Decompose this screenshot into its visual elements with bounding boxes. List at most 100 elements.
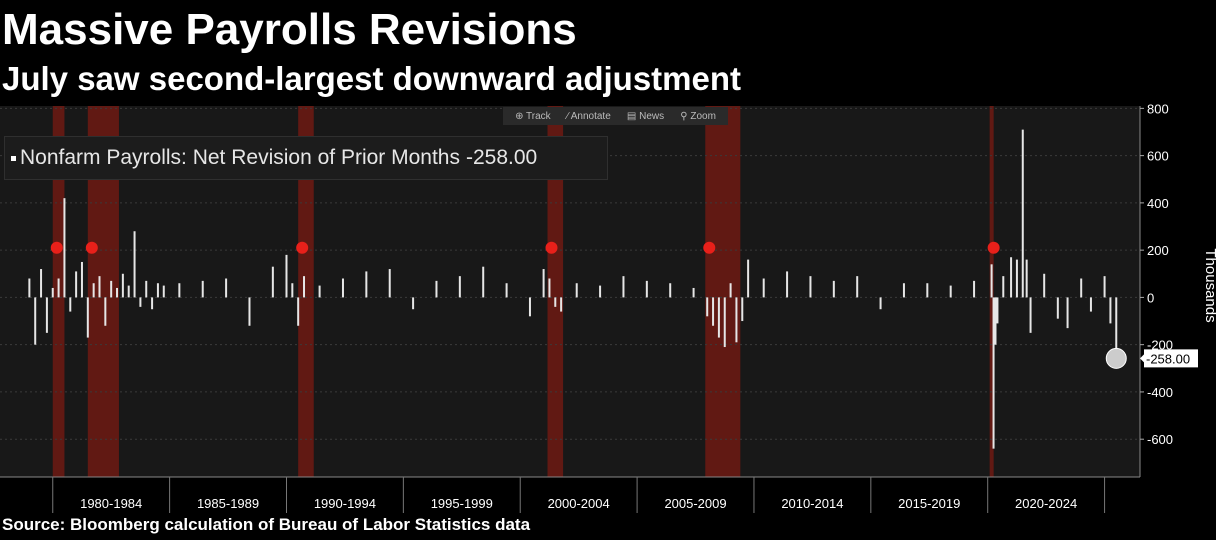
last-value-dot: [1105, 347, 1127, 369]
recession-shading: [52, 106, 994, 477]
event-marker: [703, 241, 716, 254]
revision-bar: [809, 276, 812, 298]
legend-series-name: Nonfarm Payrolls: Net Revision of Prior …: [20, 146, 460, 169]
legend-swatch: [11, 155, 16, 161]
y-tick-label: -200: [1147, 338, 1173, 353]
y-axis-title: Thousands: [1202, 248, 1216, 322]
chart-legend: Nonfarm Payrolls: Net Revision of Prior …: [4, 136, 608, 180]
y-tick-label: -400: [1147, 385, 1173, 400]
legend-last-value: -258.00: [466, 146, 538, 169]
revision-bar: [318, 285, 321, 298]
revision-bar: [786, 271, 789, 298]
revision-bar: [717, 297, 720, 338]
revision-bar: [1066, 297, 1069, 329]
revision-bar: [271, 266, 274, 298]
revision-bar: [458, 276, 461, 298]
revision-bar: [622, 276, 625, 298]
revision-bar: [599, 285, 602, 298]
revision-bar: [57, 278, 60, 298]
y-axis: 800 600 400 200 0 -200 -400 -600 Thousands: [1139, 101, 1216, 477]
revision-bar: [1043, 273, 1046, 298]
recession-band: [547, 106, 564, 477]
news-button[interactable]: ▤ News: [626, 110, 665, 122]
event-markers: [50, 241, 1000, 254]
revision-bars: [28, 129, 1118, 449]
revision-bar: [645, 280, 648, 298]
revision-bar: [412, 297, 415, 310]
revision-bar: [121, 273, 124, 298]
revision-bar: [560, 297, 563, 312]
revision-bar: [505, 283, 508, 298]
revision-bar: [542, 269, 545, 298]
y-tick-label: 800: [1147, 101, 1169, 116]
revision-bar: [40, 269, 43, 298]
x-tick-label: 2015-2019: [898, 496, 960, 511]
revision-bar: [365, 271, 368, 298]
track-button[interactable]: ⊕ Track: [515, 110, 551, 122]
revision-bar: [926, 283, 929, 298]
x-tick-label: 2010-2014: [781, 496, 843, 511]
x-tick-label: 2020-2024: [1015, 496, 1077, 511]
revision-bar: [1025, 259, 1028, 298]
event-marker: [296, 241, 309, 254]
revision-bar: [856, 276, 859, 298]
revision-bar: [92, 283, 95, 298]
revision-bar: [712, 297, 715, 326]
revision-bar: [554, 297, 557, 307]
revision-bar: [992, 297, 995, 449]
revision-bar: [706, 297, 709, 317]
revision-bar: [86, 297, 89, 338]
revision-bar: [1109, 297, 1112, 324]
annotate-button[interactable]: ∕ Annotate: [566, 110, 611, 122]
revision-bar: [832, 280, 835, 298]
revision-bar: [729, 283, 732, 298]
revision-bar: [110, 280, 113, 298]
revision-bar: [435, 280, 438, 298]
chart-subtitle: July saw second-largest downward adjustm…: [2, 60, 742, 97]
revision-bar: [178, 283, 181, 298]
revision-bar: [98, 276, 101, 298]
news-label: News: [639, 110, 665, 122]
source-note: Source: Bloomberg calculation of Bureau …: [2, 515, 531, 534]
revision-bar: [669, 283, 672, 298]
revision-bar: [303, 276, 306, 298]
x-axis: 1980-1984 1985-1989 1990-1994 1995-1999 2000…: [0, 476, 1140, 514]
x-axis-band: [0, 477, 1140, 514]
y-tick-label: 0: [1147, 290, 1154, 305]
revision-bar: [692, 287, 695, 298]
track-label: Track: [526, 110, 551, 122]
event-marker: [50, 241, 63, 254]
revision-bar: [1002, 276, 1005, 298]
revision-bar: [879, 297, 882, 310]
revision-bar: [63, 198, 66, 298]
revision-bar: [973, 280, 976, 298]
revision-bar: [133, 231, 136, 298]
revision-bar: [528, 297, 531, 317]
revision-bar: [291, 283, 294, 298]
revision-bar: [723, 297, 726, 348]
revision-bar: [51, 287, 54, 298]
revision-bar: [201, 280, 204, 298]
y-tick-label: 600: [1147, 149, 1169, 164]
y-tick-label: 200: [1147, 243, 1169, 258]
chart-toolbar: ⊕ Track ∕ Annotate ▤ News ⚲ Zoom: [503, 107, 728, 125]
y-tick-label: 400: [1147, 196, 1169, 211]
x-tick-label: 2005-2009: [664, 496, 726, 511]
revision-bar: [1029, 297, 1032, 333]
revision-bar: [297, 297, 300, 326]
revision-bar: [225, 278, 228, 298]
x-tick-label: 1980-1984: [80, 496, 142, 511]
revision-bar: [388, 269, 391, 298]
revision-bar: [69, 297, 72, 312]
revision-bar: [34, 297, 37, 345]
revision-bar: [151, 297, 154, 310]
zoom-button[interactable]: ⚲ Zoom: [680, 110, 716, 122]
revision-bar: [1080, 278, 1083, 298]
y-tick-label: -600: [1147, 432, 1173, 447]
revision-bar: [145, 280, 148, 298]
revision-bar: [1115, 297, 1118, 359]
revision-bar: [248, 297, 251, 326]
revision-bar: [741, 297, 744, 322]
revision-bar: [139, 297, 142, 307]
revision-bar: [1056, 297, 1059, 319]
